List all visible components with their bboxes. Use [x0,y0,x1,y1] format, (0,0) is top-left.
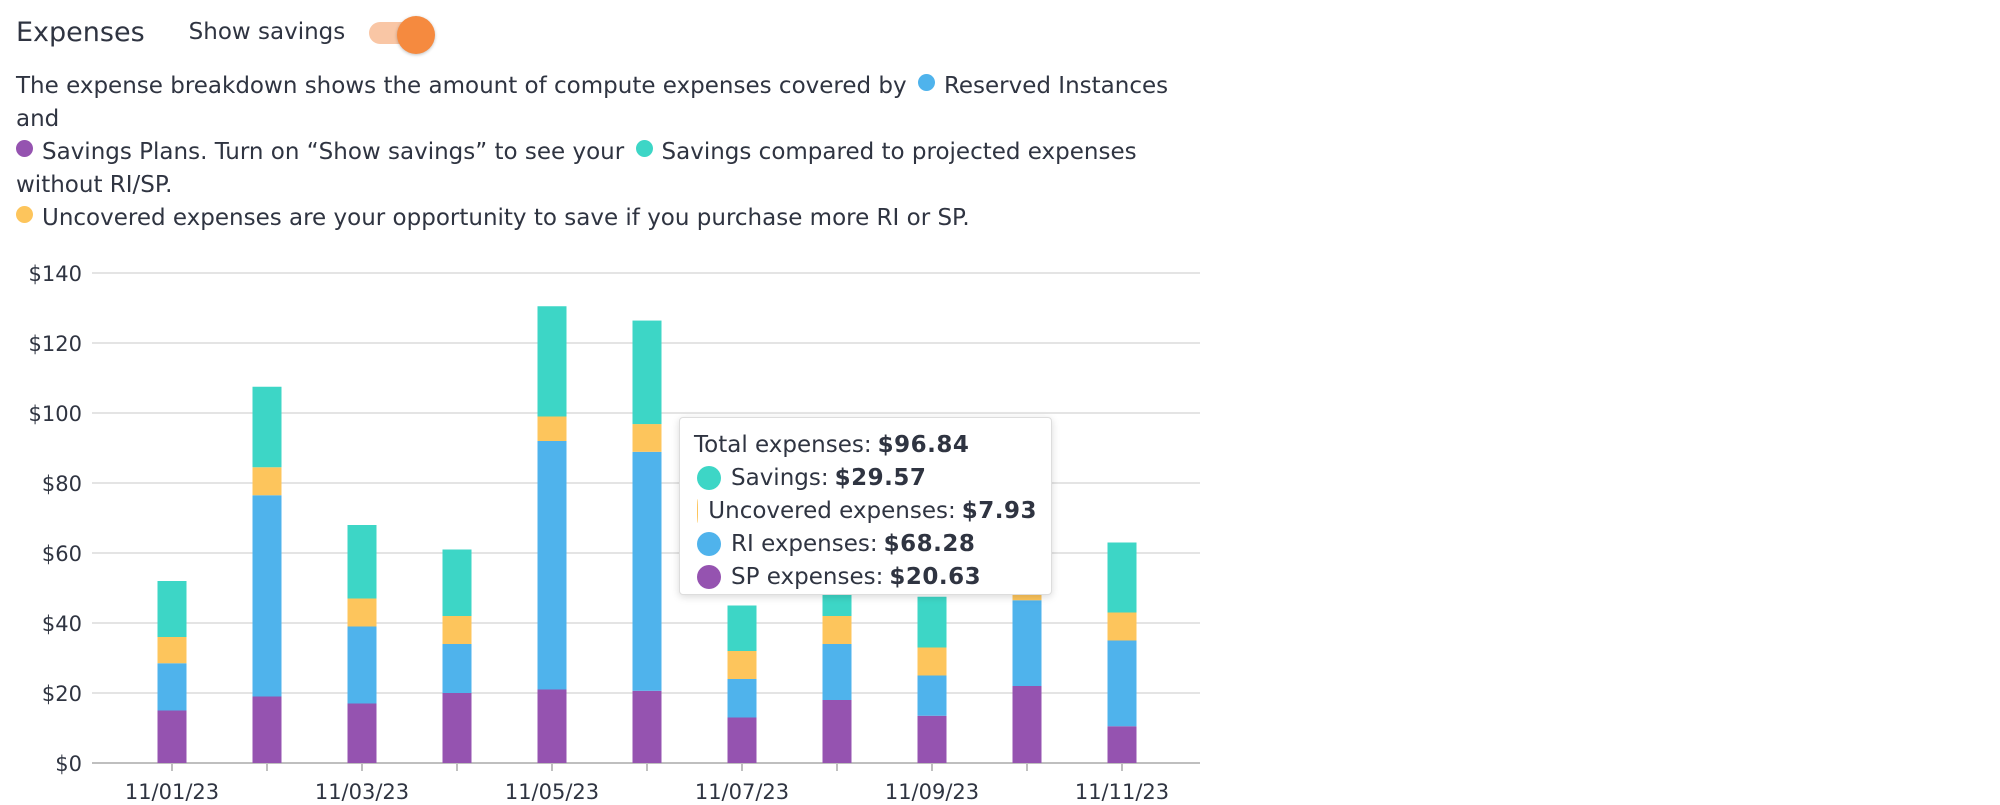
tooltip-ri-value: $68.28 [883,530,976,557]
bar-segment-uncovered [157,637,187,664]
x-tick-label: 11/09/23 [885,780,979,804]
tooltip-uncovered-value: $7.93 [961,497,1037,524]
bar-segment-savings [917,596,947,648]
tooltip-uncovered-row: Uncovered expenses: $7.93 [694,494,1037,527]
tooltip-sp-label: SP expenses: [731,563,884,590]
x-tick-label: 11/01/23 [125,780,219,804]
uncovered-dot-icon [697,498,699,523]
bar-segment-savings [157,581,187,637]
bar-segment-savings [727,605,757,651]
bar-segment-sp [537,689,567,763]
show-savings-label: Show savings [188,19,346,45]
description-text-2: Reserved Instances and [16,73,1169,132]
sp-legend-dot-icon [16,140,33,157]
expenses-bar-chart: $0 $20 $40 $60 $80 $100 $120 $140 11/01/23 11/03/… [29,262,1200,804]
toggle-knob[interactable] [397,16,436,54]
tooltip-uncovered-label: Uncovered expenses: [708,497,956,524]
expense-description: The expense breakdown shows the amount o… [16,70,1186,235]
bar-segment-savings [1107,542,1137,613]
y-tick-label: $80 [42,472,82,496]
bar-segment-uncovered [727,651,757,679]
bar-segment-ri [822,644,852,700]
bar-segment-uncovered [252,467,282,496]
bar-segment-sp [917,715,947,763]
uncovered-legend-dot-icon [16,206,33,223]
bar-segment-uncovered [347,598,377,627]
tooltip-sp-row: SP expenses: $20.63 [694,560,1037,593]
chart-tooltip: Total expenses: $96.84 Savings: $29.57 U… [679,417,1052,595]
y-tick-label: $140 [29,262,82,286]
tooltip-savings-value: $29.57 [834,464,927,491]
bar-segment-ri [917,675,947,716]
savings-dot-icon [697,465,721,490]
x-tick-label: 11/05/23 [505,780,599,804]
bar-segment-ri [252,495,282,697]
expenses-header: Expenses Show savings [16,8,436,56]
bar-segment-savings [442,549,472,616]
sp-dot-icon [697,564,721,589]
tooltip-total-row: Total expenses: $96.84 [694,428,1037,461]
bar-segment-savings [252,386,282,468]
bar-segment-ri [157,663,187,711]
ri-legend-dot-icon [917,74,935,91]
bar-segment-savings [347,525,377,599]
description-text-3: Savings Plans. Turn on “Show savings” to… [42,139,625,165]
bar-segment-savings [632,320,662,425]
bar-segment-sp [727,717,757,763]
bar-segment-uncovered [632,424,662,452]
bar-segment-sp [347,703,377,763]
bar-segment-sp [1012,686,1042,763]
ri-dot-icon [697,531,721,556]
savings-legend-dot-icon [635,140,653,157]
x-tick-label: 11/03/23 [315,780,409,804]
bar-segment-uncovered [917,647,947,676]
bar-segment-ri [632,451,662,691]
description-paragraph: The expense breakdown shows the amount o… [16,70,1186,202]
tooltip-savings-row: Savings: $29.57 [694,461,1037,494]
tooltip-ri-row: RI expenses: $68.28 [694,527,1037,560]
y-tick-label: $60 [42,542,82,566]
bar-segment-uncovered [442,616,472,644]
bar-segment-ri [442,644,472,693]
page-title: Expenses [16,16,145,48]
y-tick-label: $0 [55,752,82,776]
x-tick-label: 11/07/23 [695,780,789,804]
bar-segment-sp [157,710,187,763]
x-tick-label: 11/11/23 [1075,780,1169,804]
tooltip-ri-label: RI expenses: [731,530,878,557]
y-tick-label: $40 [42,612,82,636]
bar-segment-uncovered [537,416,567,441]
show-savings-toggle[interactable] [367,16,436,54]
bar-segment-uncovered [1107,612,1137,641]
tooltip-total-value: $96.84 [877,431,970,458]
bar-segment-sp [252,696,282,763]
y-tick-label: $20 [42,682,82,706]
bar-segment-ri [1012,600,1042,686]
tooltip-sp-value: $20.63 [889,563,982,590]
description-paragraph-2: Uncovered expenses are your opportunity … [16,202,1186,235]
bar-segment-ri [537,441,567,690]
tooltip-total-label: Total expenses: [694,431,872,458]
bar-segment-savings [537,306,567,417]
bar-segment-ri [727,679,757,718]
bar-segment-sp [442,693,472,763]
description-text-1: The expense breakdown shows the amount o… [16,73,907,99]
y-tick-label: $100 [29,402,82,426]
tooltip-savings-label: Savings: [731,464,829,491]
bar-segment-ri [1107,640,1137,727]
bar-segment-uncovered [822,616,852,644]
bar-segment-sp [822,700,852,763]
description-text-4: Savings compared to projected expenses w… [16,139,1137,198]
bar-segment-sp [1107,726,1137,763]
y-tick-label: $120 [29,332,82,356]
bar-segment-ri [347,626,377,704]
description-text-5: Uncovered expenses are your opportunity … [42,205,970,231]
bar-segment-sp [632,690,662,763]
